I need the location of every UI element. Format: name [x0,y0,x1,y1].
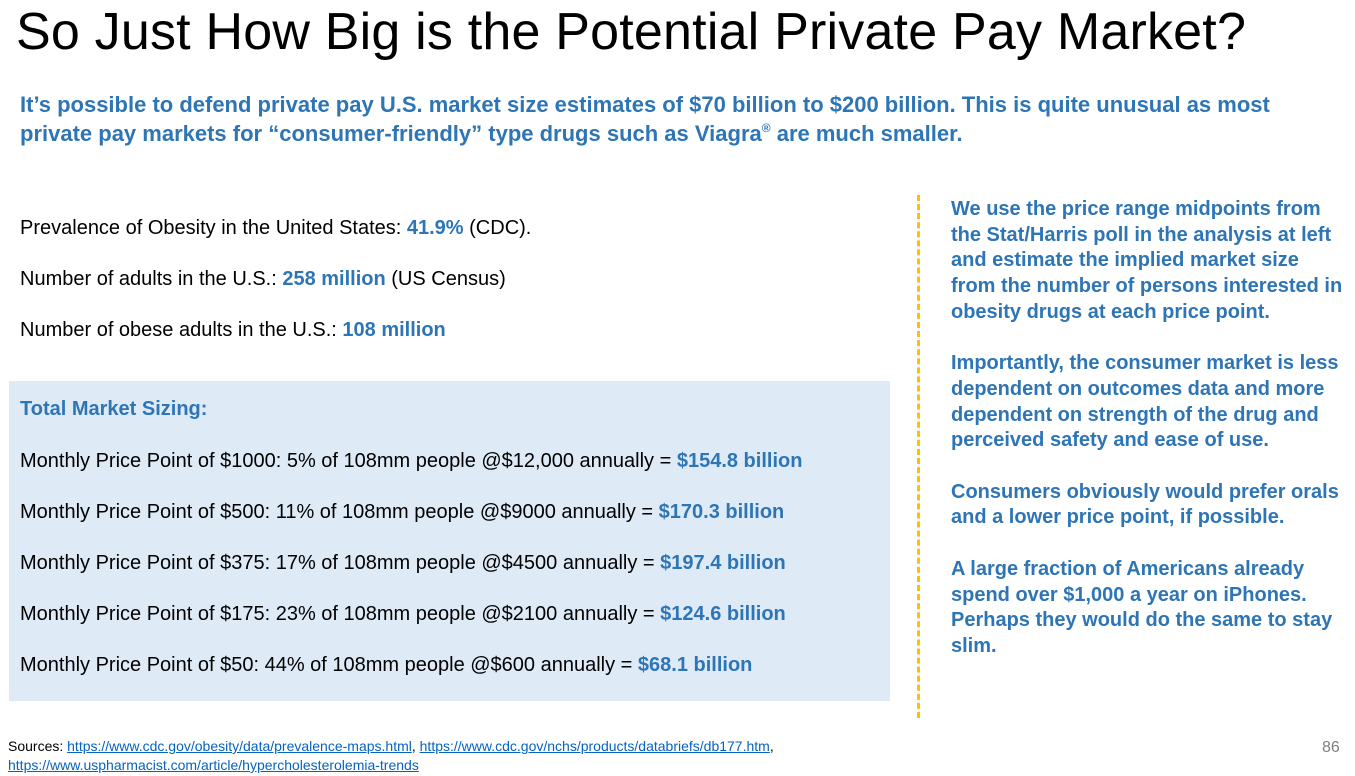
fact-value: 108 million [342,319,446,341]
price-point-value: $154.8 billion [676,450,803,472]
dashed-divider [917,195,920,718]
price-point-row: Monthly Price Point of $50: 44% of 108mm… [20,651,752,679]
price-point-text: Monthly Price Point of $1000: 5% of 108m… [20,450,677,472]
subtitle-text-start: It’s possible to defend private pay U.S.… [20,92,1270,146]
fact-suffix: (US Census) [385,268,506,290]
source-link-cdc-databrief[interactable]: https://www.cdc.gov/nchs/products/databr… [419,738,770,754]
market-sizing-box: Total Market Sizing: Monthly Price Point… [9,381,890,701]
sources-label: Sources: [8,738,68,754]
sidebar-commentary: We use the price range midpoints from th… [951,197,1346,685]
slide-title: So Just How Big is the Potential Private… [16,3,1247,61]
price-point-value: $124.6 billion [660,603,786,625]
source-link-uspharmacist[interactable]: https://www.uspharmacist.com/article/hyp… [8,757,419,773]
sidebar-paragraph: We use the price range midpoints from th… [951,198,1343,323]
sources-separator: , [411,738,420,754]
market-sizing-heading: Total Market Sizing: [20,398,208,420]
sources-footnote: Sources: https://www.cdc.gov/obesity/dat… [8,737,1008,775]
price-point-text: Monthly Price Point of $50: 44% of 108mm… [20,654,638,676]
fact-label: Number of adults in the U.S.: [20,268,283,290]
fact-adults: Number of adults in the U.S.: 258 millio… [20,261,900,312]
fact-value: 258 million [282,268,386,290]
sources-separator: , [769,738,774,754]
fact-obese-adults: Number of obese adults in the U.S.: 108 … [20,312,900,363]
fact-suffix: (CDC). [463,217,532,239]
fact-prevalence: Prevalence of Obesity in the United Stat… [20,210,900,261]
price-point-row: Monthly Price Point of $175: 23% of 108m… [20,600,786,628]
price-point-row: Monthly Price Point of $500: 11% of 108m… [20,498,784,526]
source-link-cdc-prevalence[interactable]: https://www.cdc.gov/obesity/data/prevale… [67,738,412,754]
fact-value: 41.9% [406,217,464,239]
price-point-row: Monthly Price Point of $375: 17% of 108m… [20,549,786,577]
price-point-row: Monthly Price Point of $1000: 5% of 108m… [20,447,802,475]
price-point-text: Monthly Price Point of $175: 23% of 108m… [20,603,661,625]
sidebar-paragraph: A large fraction of Americans already sp… [951,557,1333,657]
fact-label: Prevalence of Obesity in the United Stat… [20,217,407,239]
subtitle-text-end: are much smaller. [770,121,963,146]
sidebar-paragraph: Consumers obviously would prefer orals a… [951,480,1339,529]
price-point-text: Monthly Price Point of $375: 17% of 108m… [20,552,661,574]
fact-label: Number of obese adults in the U.S.: [20,319,343,341]
price-point-value: $170.3 billion [658,501,785,523]
registered-mark: ® [761,121,771,135]
price-point-text: Monthly Price Point of $500: 11% of 108m… [20,501,659,523]
sidebar-paragraph: Importantly, the consumer market is less… [951,352,1339,452]
slide-subtitle: It’s possible to defend private pay U.S.… [20,90,1340,148]
price-point-value: $68.1 billion [637,654,753,676]
price-point-value: $197.4 billion [660,552,786,574]
facts-list: Prevalence of Obesity in the United Stat… [20,210,900,363]
page-number: 86 [1322,739,1340,756]
